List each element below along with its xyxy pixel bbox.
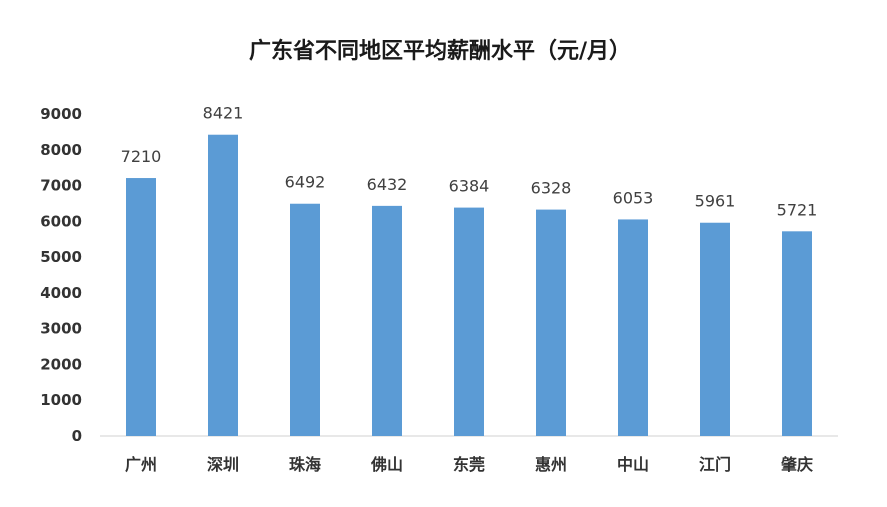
data-label: 6384 — [449, 177, 490, 196]
data-label: 7210 — [121, 147, 162, 166]
x-tick-label: 佛山 — [370, 455, 403, 474]
x-tick-label: 惠州 — [535, 455, 567, 474]
x-tick-label: 珠海 — [289, 455, 321, 474]
data-label: 6328 — [531, 179, 572, 198]
data-label: 5721 — [777, 200, 818, 219]
bar — [290, 203, 320, 436]
y-tick-label: 2000 — [40, 355, 82, 373]
bar — [208, 134, 238, 436]
x-tick-label: 中山 — [617, 455, 649, 474]
data-label: 8421 — [203, 104, 244, 123]
data-label: 5961 — [695, 192, 736, 211]
data-label: 6432 — [367, 175, 408, 194]
bar — [454, 207, 484, 436]
y-axis: 0 1000 2000 3000 4000 5000 6000 7000 8000 9000 — [40, 105, 82, 445]
data-label: 6053 — [613, 188, 654, 207]
y-tick-label: 6000 — [40, 212, 82, 230]
y-tick-label: 3000 — [40, 320, 82, 338]
y-tick-label: 7000 — [40, 177, 82, 195]
chart-title: 广东省不同地区平均薪酬水平（元/月） — [249, 38, 631, 64]
y-tick-label: 5000 — [40, 248, 82, 266]
x-tick-label: 江门 — [699, 455, 731, 474]
data-labels: 7210 8421 6492 6432 6384 6328 6053 5961 5721 — [121, 104, 818, 220]
bar — [700, 222, 730, 436]
x-tick-label: 肇庆 — [780, 455, 813, 474]
y-tick-label: 8000 — [40, 141, 82, 159]
y-tick-label: 4000 — [40, 284, 82, 302]
x-tick-label: 广州 — [125, 455, 157, 474]
bar — [536, 209, 566, 436]
x-axis: 广州 深圳 珠海 佛山 东莞 惠州 中山 江门 肇庆 — [125, 455, 813, 474]
y-tick-label: 1000 — [40, 391, 82, 409]
x-tick-label: 深圳 — [207, 455, 239, 474]
bar — [782, 231, 812, 436]
bar — [126, 178, 156, 436]
bar-series — [126, 134, 812, 436]
x-tick-label: 东莞 — [453, 455, 485, 474]
data-label: 6492 — [285, 173, 326, 192]
bar — [618, 219, 648, 436]
bar — [372, 205, 402, 436]
y-tick-label: 0 — [72, 427, 82, 445]
y-tick-label: 9000 — [40, 105, 82, 123]
